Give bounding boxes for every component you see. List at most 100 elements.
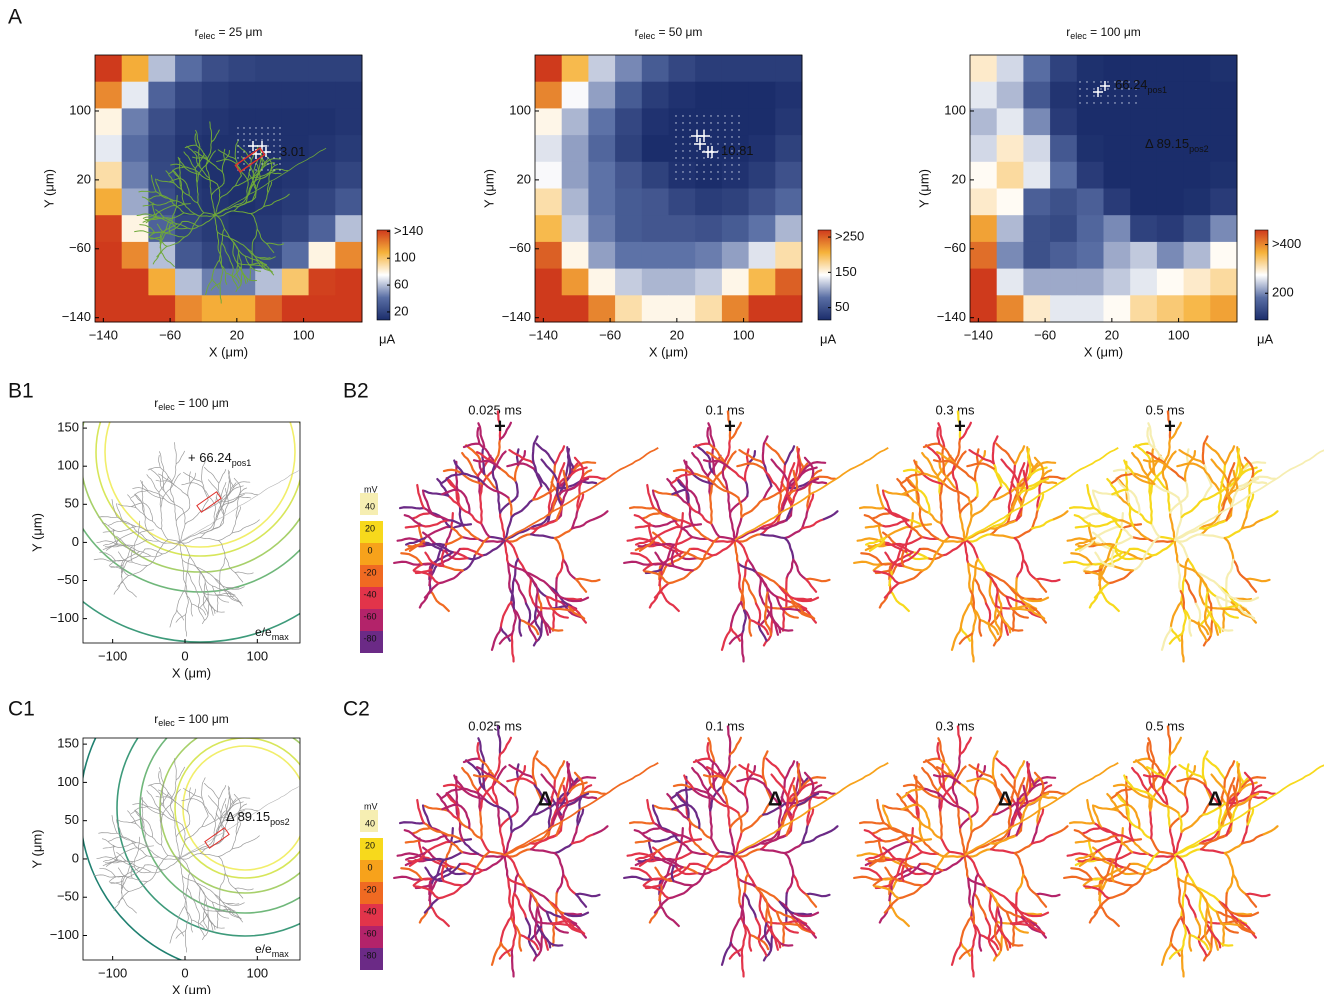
dendrite bbox=[534, 469, 550, 492]
colorbar-tick-label: 60 bbox=[394, 277, 408, 292]
dendrite bbox=[1196, 604, 1200, 623]
dendrite bbox=[1178, 498, 1181, 517]
colorbar-tick-label: >140 bbox=[394, 223, 423, 238]
y-tick-label: 20 bbox=[517, 171, 531, 186]
dendrite bbox=[1170, 468, 1185, 480]
dendrite bbox=[1132, 453, 1148, 476]
heatmap-cell bbox=[309, 295, 336, 322]
grid-dot bbox=[279, 127, 280, 128]
dendrite bbox=[480, 495, 481, 523]
heatmap-cell bbox=[997, 189, 1024, 216]
dendrite bbox=[1054, 511, 1068, 519]
dendrite bbox=[512, 611, 516, 634]
dendrite bbox=[430, 906, 449, 926]
dendrite bbox=[505, 855, 508, 879]
dendrite bbox=[394, 877, 421, 880]
dendrite bbox=[413, 513, 432, 519]
dendrite bbox=[761, 534, 785, 538]
heatmap-cell bbox=[1210, 295, 1237, 322]
dendrite bbox=[787, 560, 794, 578]
grid-dot bbox=[703, 115, 704, 116]
dendrite bbox=[763, 436, 768, 463]
heatmap-cell bbox=[282, 269, 309, 296]
heatmap-cell bbox=[1130, 189, 1157, 216]
dendrite bbox=[960, 738, 971, 754]
heatmap-cell bbox=[1210, 242, 1237, 269]
dendrite bbox=[1225, 528, 1242, 538]
grid-dot bbox=[273, 145, 274, 146]
grid-dot bbox=[682, 157, 683, 158]
dendrite bbox=[877, 800, 884, 823]
grid-dot bbox=[738, 115, 739, 116]
electrode-marker: Δ bbox=[768, 788, 782, 810]
colorbar-tick-label: -20 bbox=[363, 884, 376, 894]
grid-dot bbox=[273, 133, 274, 134]
dendrite bbox=[937, 428, 939, 444]
grid-dot bbox=[1107, 102, 1108, 103]
grid-dot bbox=[731, 129, 732, 130]
heatmap-cell bbox=[615, 55, 642, 82]
grid-dot bbox=[1121, 102, 1122, 103]
dendrite bbox=[1094, 544, 1114, 545]
heatmap-cell bbox=[1130, 108, 1157, 135]
dendrite bbox=[996, 592, 997, 608]
dendrite bbox=[722, 628, 731, 650]
dendrite bbox=[536, 444, 555, 464]
heatmap-cell bbox=[1210, 269, 1237, 296]
dendrite bbox=[884, 859, 904, 860]
dendrite bbox=[554, 926, 568, 933]
dendrite bbox=[735, 855, 738, 879]
dendrite bbox=[738, 813, 741, 832]
grid-dot bbox=[710, 178, 711, 179]
heatmap-cell bbox=[642, 108, 669, 135]
dendrite bbox=[1036, 579, 1046, 591]
dendrite bbox=[949, 537, 965, 540]
dendrite bbox=[885, 583, 899, 597]
dendrite bbox=[784, 926, 798, 933]
dendrite bbox=[1095, 527, 1120, 538]
dendrite bbox=[793, 560, 806, 580]
neuron bbox=[854, 727, 1118, 977]
dendrite bbox=[512, 815, 534, 832]
panel-title: relec = 100 μm bbox=[154, 712, 228, 728]
dendrite bbox=[731, 917, 741, 943]
grid-dot bbox=[255, 133, 256, 134]
time-label: 0.025 ms bbox=[468, 718, 522, 733]
grid-dot bbox=[249, 151, 250, 152]
panel-title: relec = 25 μm bbox=[195, 25, 263, 41]
dendrite bbox=[533, 436, 538, 463]
heatmap-cell bbox=[997, 242, 1024, 269]
heatmap-cell bbox=[970, 295, 997, 322]
dendrite bbox=[802, 824, 808, 843]
heatmap-cell bbox=[255, 108, 282, 135]
heatmap-cell bbox=[1210, 215, 1237, 242]
grid-dot bbox=[273, 151, 274, 152]
heatmap-cell bbox=[95, 269, 122, 296]
grid-dot bbox=[1093, 95, 1094, 96]
heatmap-cell bbox=[970, 82, 997, 109]
heatmap-cell bbox=[1023, 242, 1050, 269]
heatmap-cell bbox=[1210, 108, 1237, 135]
dendrite bbox=[424, 544, 444, 545]
grid-dot bbox=[279, 163, 280, 164]
dendrite bbox=[1028, 764, 1030, 792]
y-tick-label: −100 bbox=[50, 927, 79, 942]
grid-dot bbox=[279, 139, 280, 140]
heatmap-cell bbox=[1050, 162, 1077, 189]
heatmap-cell bbox=[1023, 108, 1050, 135]
dendrite bbox=[672, 473, 693, 482]
y-tick-label: −140 bbox=[502, 309, 531, 324]
dendrite bbox=[787, 875, 794, 893]
dendrite bbox=[972, 815, 994, 832]
heatmap-cell bbox=[1157, 295, 1184, 322]
heatmap-cell bbox=[1050, 82, 1077, 109]
dendrite bbox=[995, 921, 1011, 924]
y-tick-label: 100 bbox=[57, 458, 79, 473]
heatmap-cell bbox=[229, 215, 256, 242]
colorbar-unit: μA bbox=[379, 331, 395, 346]
dendrite bbox=[553, 926, 554, 946]
grid-dot bbox=[243, 145, 244, 146]
heatmap-cell bbox=[1104, 215, 1131, 242]
title-rest: = 50 μm bbox=[655, 25, 702, 39]
panel-title: relec = 100 μm bbox=[1066, 25, 1140, 41]
